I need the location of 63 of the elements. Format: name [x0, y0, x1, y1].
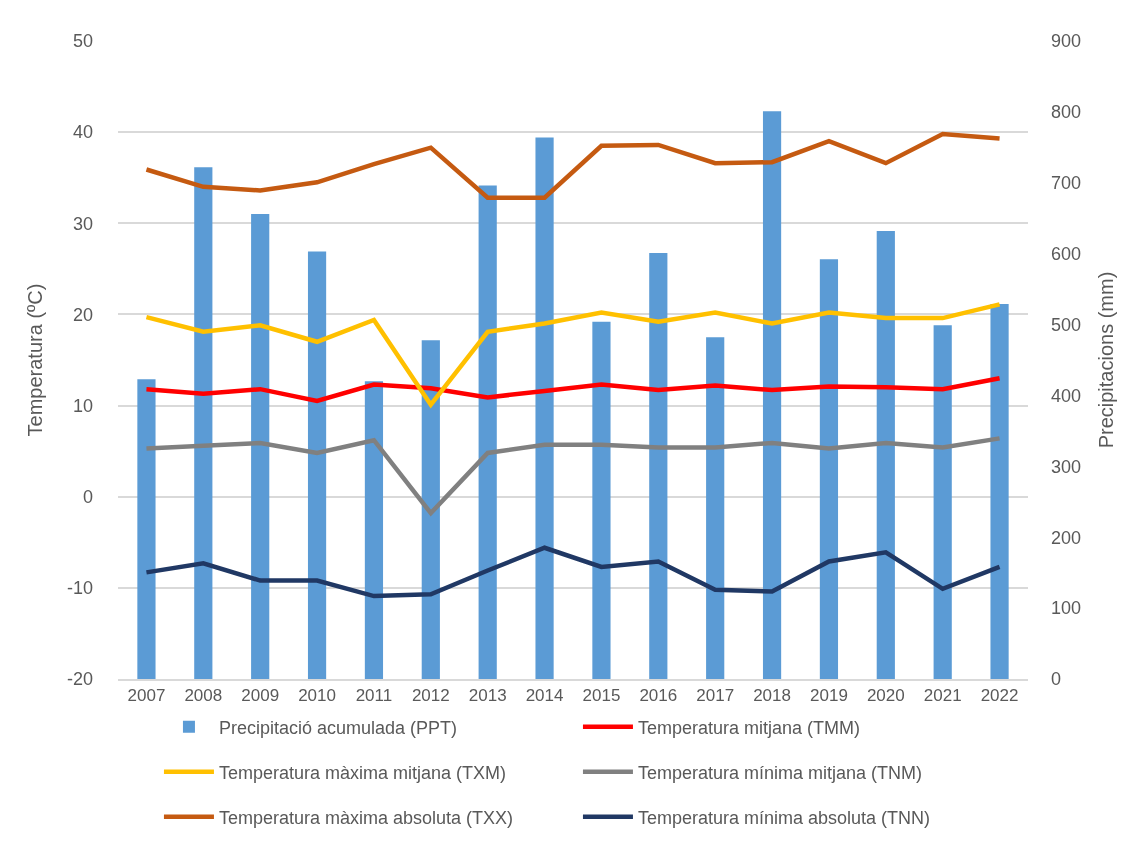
bar — [876, 230, 895, 679]
x-tick-label: 2007 — [127, 686, 166, 706]
legend-label: Temperatura mitjana (TMM) — [637, 717, 860, 738]
legend-label: Temperatura màxima absoluta (TXX) — [218, 807, 514, 828]
y-tick-label: 30 — [72, 213, 93, 234]
bar — [251, 213, 270, 679]
x-tick-label: 2013 — [468, 686, 507, 706]
y2-tick-label: 100 — [1051, 598, 1082, 619]
legend-label: Temperatura mínima mitjana (TNM) — [637, 762, 923, 783]
x-tick-label: 2010 — [298, 686, 336, 706]
y2-tick-label: 300 — [1051, 456, 1082, 477]
y2-tick-label: 200 — [1051, 527, 1082, 548]
bar — [421, 340, 440, 679]
y-tick-label: -20 — [66, 669, 93, 690]
legend-label: Temperatura màxima mitjana (TXM) — [218, 762, 507, 783]
y-axis-title: Temperatura (ºC) — [24, 283, 47, 437]
y-tick-label: 0 — [82, 487, 93, 508]
line-series — [144, 302, 1002, 407]
y2-axis-title: Precipitacions (mm) — [1094, 271, 1117, 449]
bar — [706, 337, 725, 679]
y2-tick-label: 700 — [1051, 173, 1082, 194]
x-tick-label: 2014 — [525, 686, 564, 706]
bar — [592, 321, 611, 679]
x-tick-label: 2016 — [639, 686, 678, 706]
bar — [933, 325, 952, 679]
y2-tick-label: 500 — [1051, 314, 1082, 335]
y-tick-label: 40 — [72, 122, 93, 143]
bar — [649, 252, 668, 679]
line-series — [144, 436, 1002, 516]
bar — [762, 111, 782, 679]
y-tick-label: -10 — [66, 578, 93, 599]
line-series — [144, 375, 1002, 404]
x-tick-label: 2011 — [355, 686, 393, 706]
x-tick-label: 2018 — [753, 686, 791, 706]
y-tick-label: 50 — [72, 31, 93, 52]
y2-tick-label: 800 — [1051, 102, 1082, 123]
x-tick-label: 2008 — [184, 686, 223, 706]
line-series — [144, 545, 1002, 599]
x-tick-label: 2009 — [241, 686, 280, 706]
x-tick-label: 2021 — [923, 686, 962, 706]
bar — [990, 304, 1009, 679]
legend-label: Precipitació acumulada (PPT) — [218, 717, 458, 738]
x-tick-label: 2015 — [582, 686, 621, 706]
y2-tick-label: 0 — [1051, 669, 1062, 690]
y-tick-label: 20 — [72, 304, 93, 325]
x-tick-label: 2019 — [810, 686, 848, 706]
x-tick-label: 2022 — [980, 686, 1019, 706]
bar — [478, 185, 497, 679]
y2-tick-label: 400 — [1051, 385, 1082, 406]
x-tick-label: 2017 — [696, 686, 735, 706]
bar — [194, 167, 213, 679]
legend-label: Temperatura mínima absoluta (TNN) — [637, 807, 931, 828]
x-tick-label: 2012 — [411, 686, 450, 706]
bar — [535, 137, 554, 679]
x-tick-label: 2020 — [866, 686, 905, 706]
bar — [307, 251, 327, 679]
bar — [819, 259, 839, 679]
bar — [364, 381, 384, 679]
bar — [137, 379, 156, 679]
line-series — [144, 131, 1002, 201]
y2-tick-label: 600 — [1051, 243, 1082, 264]
y-tick-label: 10 — [72, 395, 93, 416]
y2-tick-label: 900 — [1051, 31, 1082, 52]
